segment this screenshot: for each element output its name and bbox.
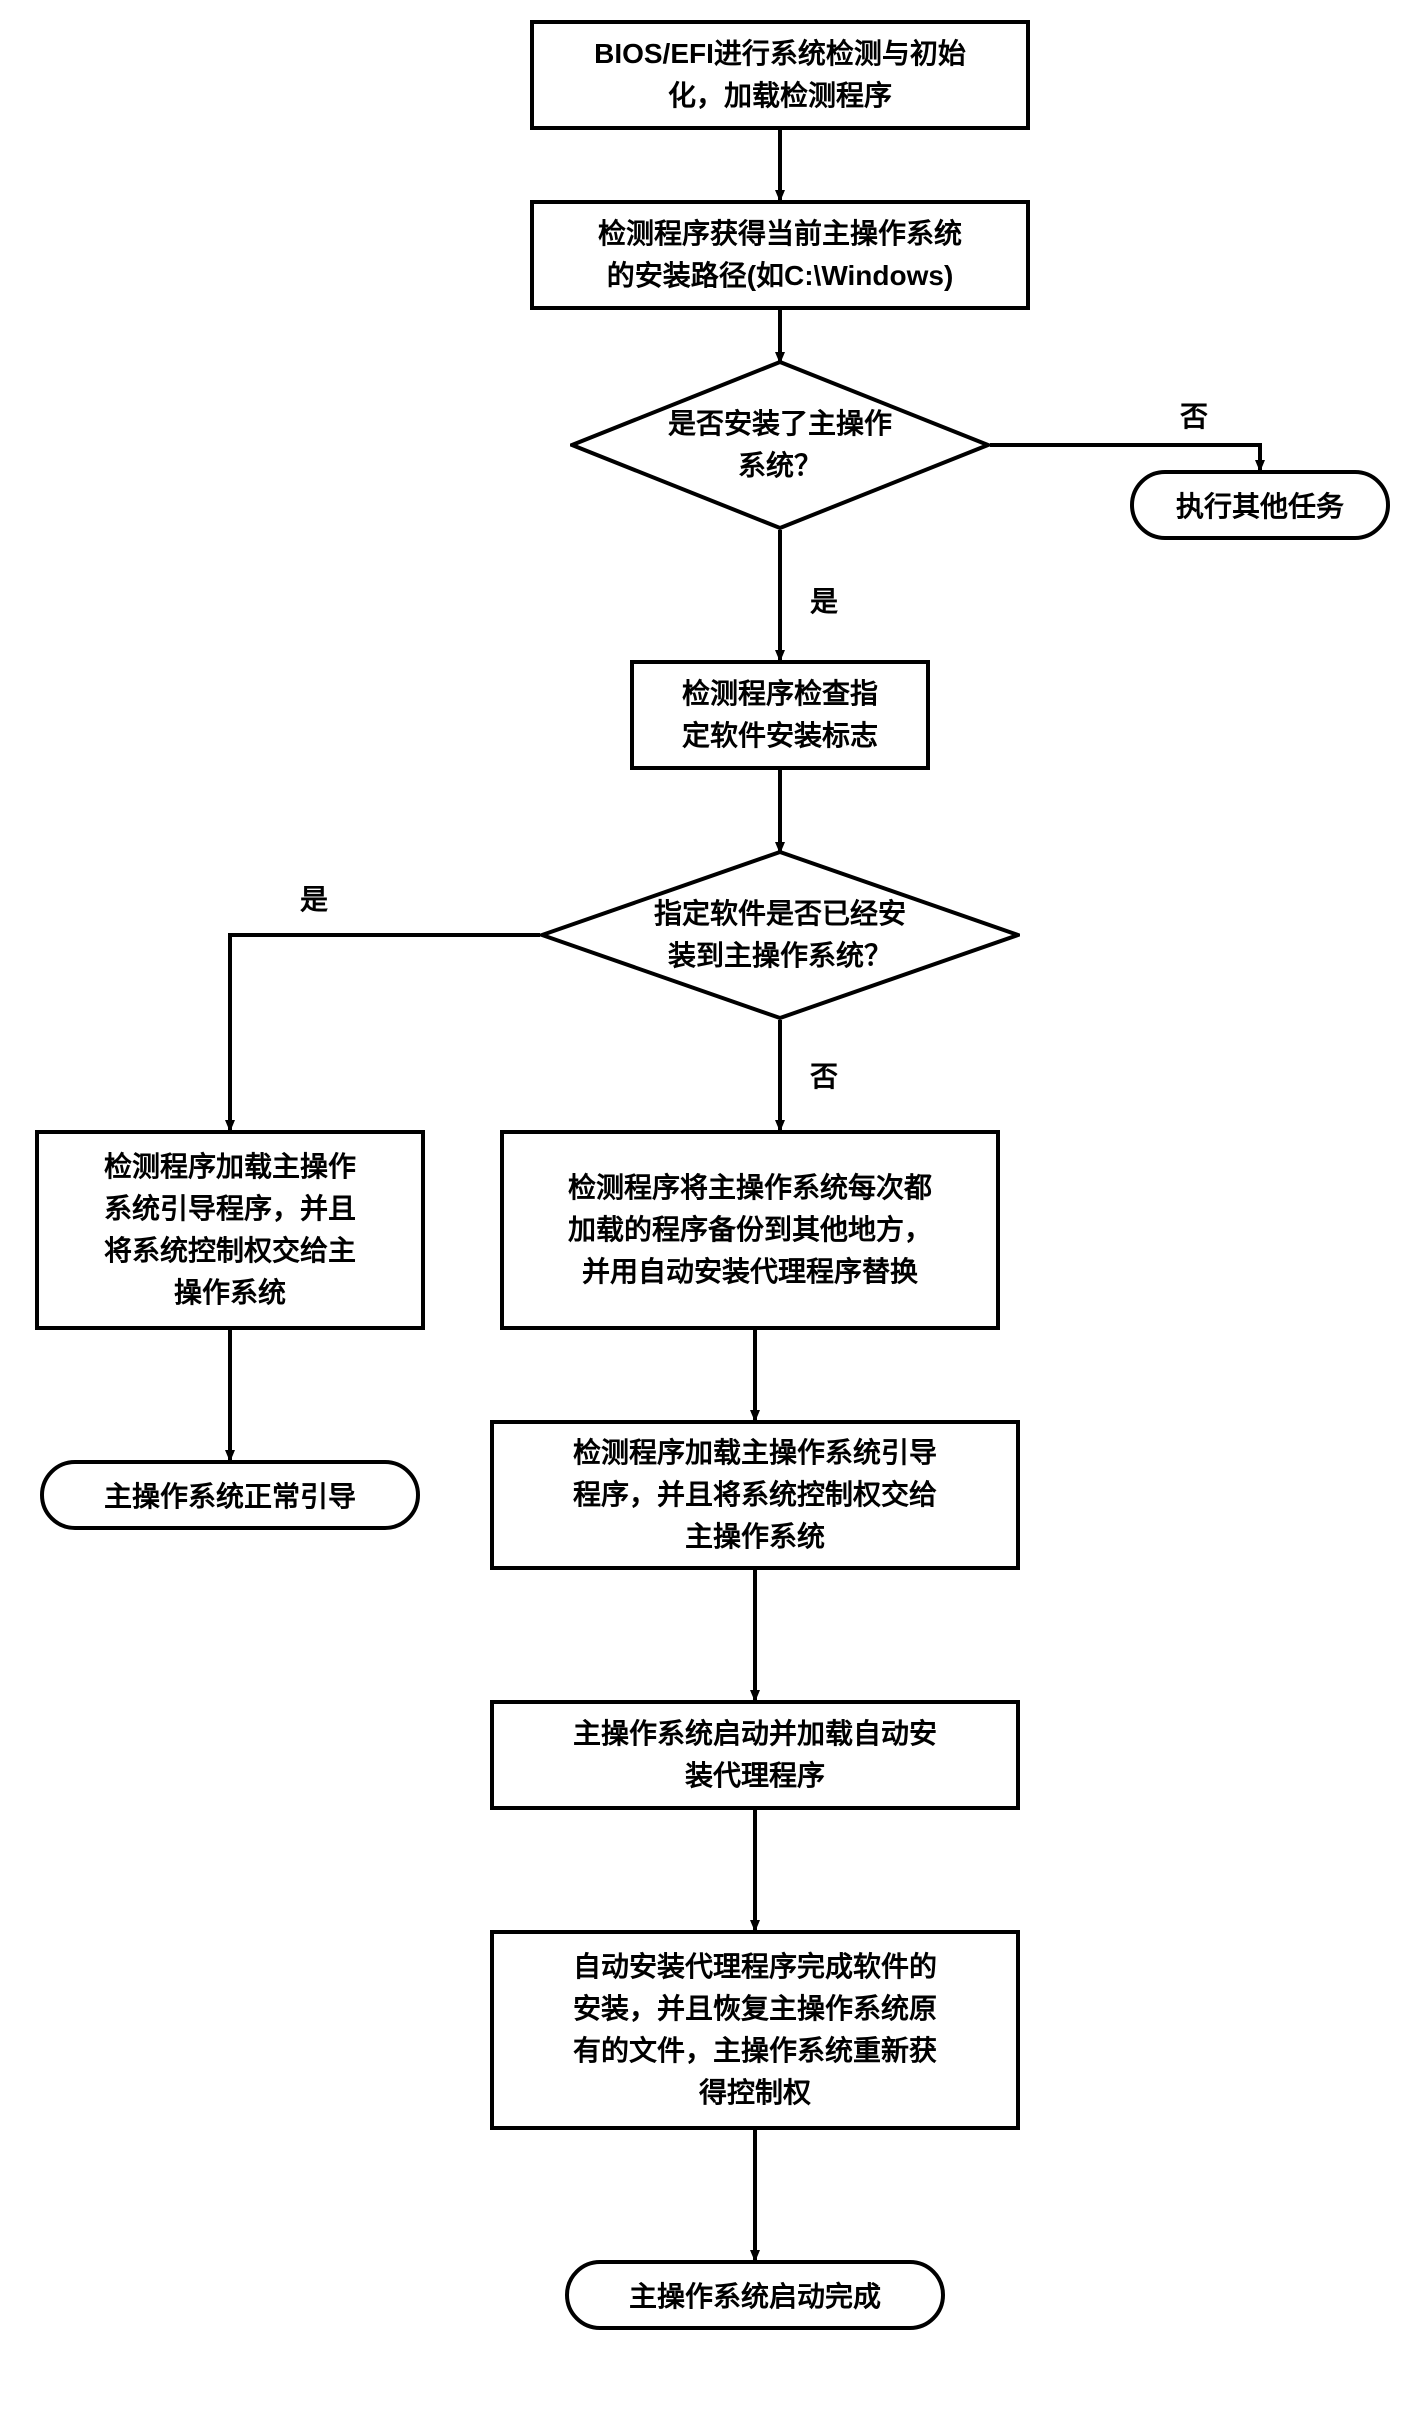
terminal-normal-boot: 主操作系统正常引导 — [40, 1460, 420, 1530]
node-get-path: 检测程序获得当前主操作系统的安装路径(如C:\Windows) — [530, 200, 1030, 310]
terminal-other-task: 执行其他任务 — [1130, 470, 1390, 540]
decision-software-installed: 指定软件是否已经安装到主操作系统？ — [540, 850, 1020, 1020]
node-os-start-agent: 主操作系统启动并加载自动安装代理程序 — [490, 1700, 1020, 1810]
node-text: BIOS/EFI进行系统检测与初始化，加载检测程序 — [594, 33, 966, 117]
node-text: 检测程序加载主操作系统引导程序，并且将系统控制权交给主操作系统 — [104, 1146, 356, 1314]
node-agent-complete: 自动安装代理程序完成软件的安装，并且恢复主操作系统原有的文件，主操作系统重新获得… — [490, 1930, 1020, 2130]
decision-os-installed: 是否安装了主操作系统？ — [570, 360, 990, 530]
node-text: 检测程序获得当前主操作系统的安装路径(如C:\Windows) — [598, 213, 962, 297]
edge-label-no-1: 否 — [1180, 395, 1208, 435]
node-check-flag: 检测程序检查指定软件安装标志 — [630, 660, 930, 770]
node-text: 是否安装了主操作系统？ — [668, 403, 892, 487]
edge-label-no-2: 否 — [810, 1055, 838, 1095]
node-text: 指定软件是否已经安装到主操作系统？ — [654, 893, 906, 977]
node-text: 检测程序将主操作系统每次都加载的程序备份到其他地方，并用自动安装代理程序替换 — [568, 1167, 932, 1293]
node-text: 检测程序检查指定软件安装标志 — [682, 673, 878, 757]
node-text: 自动安装代理程序完成软件的安装，并且恢复主操作系统原有的文件，主操作系统重新获得… — [573, 1946, 937, 2114]
edge-label-yes-2: 是 — [300, 878, 328, 918]
node-load-boot-yes: 检测程序加载主操作系统引导程序，并且将系统控制权交给主操作系统 — [35, 1130, 425, 1330]
node-bios-init: BIOS/EFI进行系统检测与初始化，加载检测程序 — [530, 20, 1030, 130]
node-text: 主操作系统正常引导 — [104, 1475, 356, 1515]
node-text: 检测程序加载主操作系统引导程序，并且将系统控制权交给主操作系统 — [573, 1432, 937, 1558]
terminal-boot-done: 主操作系统启动完成 — [565, 2260, 945, 2330]
node-text: 执行其他任务 — [1176, 485, 1344, 525]
flowchart-container: BIOS/EFI进行系统检测与初始化，加载检测程序 检测程序获得当前主操作系统的… — [0, 0, 1425, 2428]
node-backup-replace: 检测程序将主操作系统每次都加载的程序备份到其他地方，并用自动安装代理程序替换 — [500, 1130, 1000, 1330]
node-text: 主操作系统启动完成 — [629, 2275, 881, 2315]
node-text: 主操作系统启动并加载自动安装代理程序 — [573, 1713, 937, 1797]
node-load-boot-no: 检测程序加载主操作系统引导程序，并且将系统控制权交给主操作系统 — [490, 1420, 1020, 1570]
edge-label-yes-1: 是 — [810, 580, 838, 620]
